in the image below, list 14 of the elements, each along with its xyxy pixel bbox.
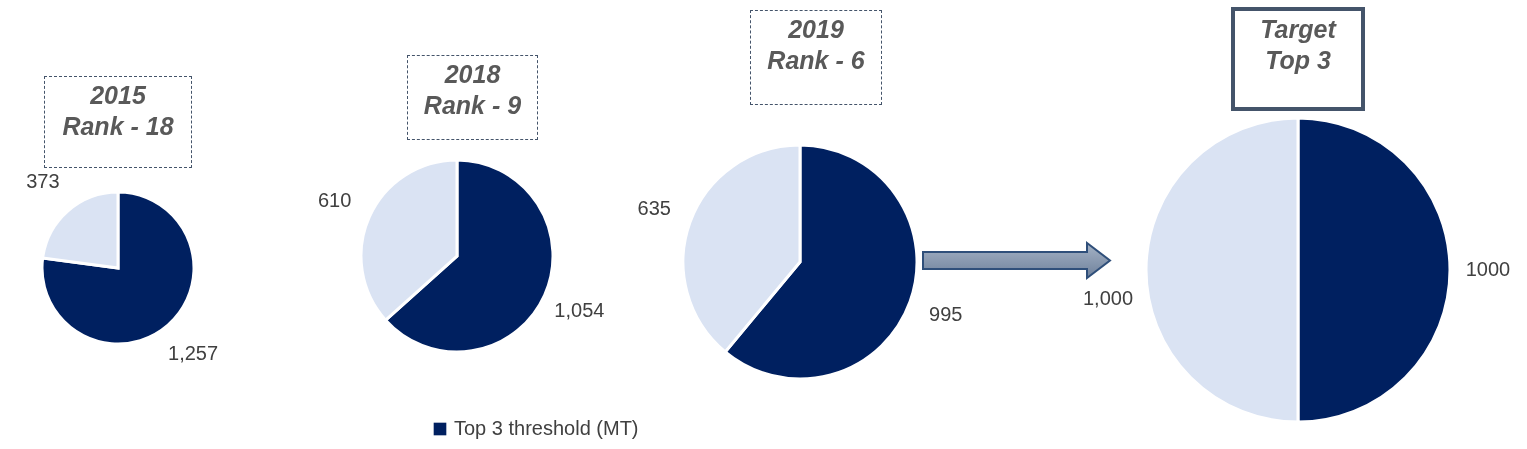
data-label: 995	[929, 302, 963, 325]
data-label: 1,257	[168, 341, 219, 364]
pie-slice	[40, 190, 196, 346]
chart-title: 2015 Rank - 18	[44, 76, 192, 168]
data-label: 610	[317, 189, 352, 212]
data-label: 1,000	[1082, 287, 1134, 309]
data-label: 373	[26, 170, 60, 193]
chart-title: Target Top 3	[1231, 7, 1365, 111]
data-label: 1000	[1465, 258, 1511, 280]
chart-title: 2019 Rank - 6	[750, 10, 882, 105]
legend-label: Top 3 threshold (MT)	[454, 417, 639, 439]
data-label: 1,054	[554, 298, 605, 321]
chart-title: 2018 Rank - 9	[407, 55, 538, 140]
data-label: 635	[637, 197, 671, 220]
